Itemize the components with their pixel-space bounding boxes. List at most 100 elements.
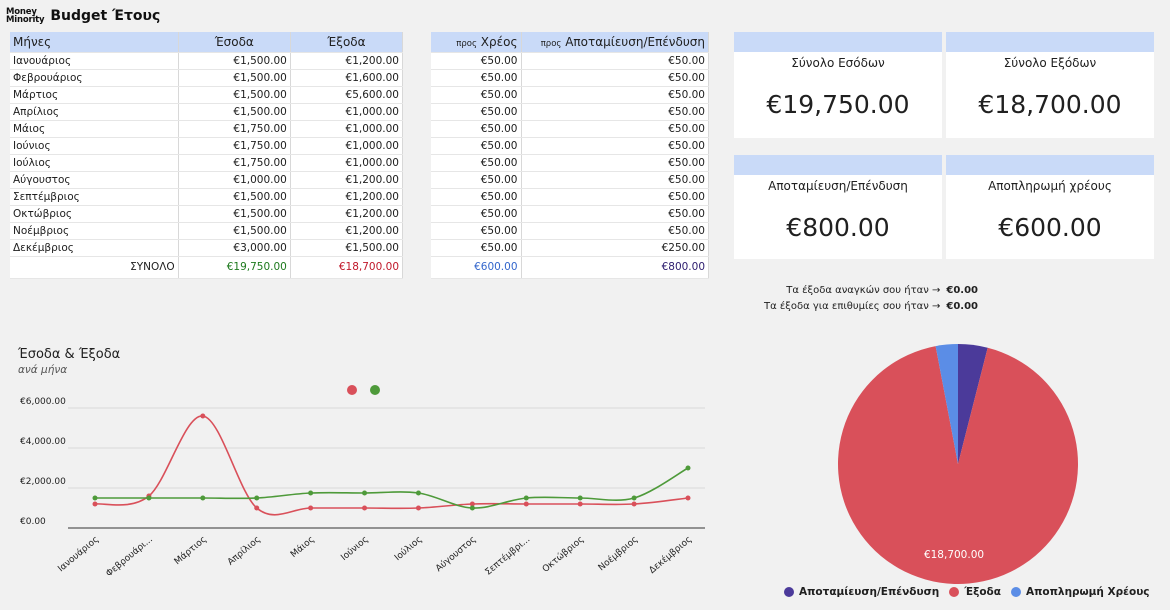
month-cell[interactable]: Μάρτιος [10, 86, 179, 104]
debt-cell[interactable]: €50.00 [431, 103, 522, 121]
legend-item-expenses[interactable]: Έξοδα [949, 586, 1001, 598]
debt-cell[interactable]: €50.00 [431, 69, 522, 87]
savings-cell[interactable]: €50.00 [521, 52, 709, 70]
budget-pie-chart[interactable]: €18,700.00 [836, 342, 1080, 586]
income-series-point [523, 495, 529, 501]
pie-slice-expenses[interactable] [838, 346, 1078, 584]
month-cell[interactable]: Ιανουάριος [10, 52, 179, 70]
line-chart-subtitle: ανά μήνα [18, 364, 68, 376]
allocation-row: €50.00 €50.00 [431, 103, 709, 121]
month-cell[interactable]: Σεπτέμβριος [10, 188, 179, 206]
total-debt-cell[interactable]: €600.00 [431, 256, 522, 279]
income-cell[interactable]: €1,750.00 [178, 137, 291, 155]
expenses-cell[interactable]: €1,200.00 [290, 52, 404, 70]
pie-slice-savings[interactable] [958, 344, 988, 464]
debt-cell[interactable]: €50.00 [431, 154, 522, 172]
income-cell[interactable]: €1,750.00 [178, 154, 291, 172]
month-cell[interactable]: Ιούνιος [10, 137, 179, 155]
x-tick-label: Οκτώβριος [540, 534, 586, 575]
expenses-cell[interactable]: €5,600.00 [290, 86, 404, 104]
col-header-debt[interactable]: προς Χρέος [431, 32, 522, 53]
debt-cell[interactable]: €50.00 [431, 86, 522, 104]
debt-cell[interactable]: €50.00 [431, 205, 522, 223]
savings-cell[interactable]: €50.00 [521, 103, 709, 121]
savings-cell[interactable]: €50.00 [521, 86, 709, 104]
month-cell[interactable]: Μάιος [10, 120, 179, 138]
expenses-cell[interactable]: €1,200.00 [290, 222, 404, 240]
savings-card: Αποταμίευση/Επένδυση €800.00 [734, 155, 942, 259]
needs-value: €0.00 [946, 285, 978, 296]
income-cell[interactable]: €1,500.00 [178, 205, 291, 223]
savings-cell[interactable]: €50.00 [521, 137, 709, 155]
allocation-row: €50.00 €50.00 [431, 222, 709, 240]
x-tick-label: Σεπτέμβρι... [483, 534, 532, 578]
x-tick-label: Φεβρουάρι... [104, 535, 154, 580]
expenses-cell[interactable]: €1,200.00 [290, 171, 404, 189]
savings-cell[interactable]: €50.00 [521, 188, 709, 206]
month-cell[interactable]: Δεκέμβριος [10, 239, 179, 257]
income-cell[interactable]: €1,000.00 [178, 171, 291, 189]
expenses-cell[interactable]: €1,600.00 [290, 69, 404, 87]
month-cell[interactable]: Απρίλιος [10, 103, 179, 121]
savings-cell[interactable]: €250.00 [521, 239, 709, 257]
income-series-point [254, 495, 260, 501]
debt-cell[interactable]: €50.00 [431, 52, 522, 70]
savings-cell[interactable]: €50.00 [521, 222, 709, 240]
savings-cell[interactable]: €50.00 [521, 120, 709, 138]
total-income-cell[interactable]: €19,750.00 [178, 256, 291, 279]
allocation-table-body: €50.00 €50.00 €50.00 €50.00 €50.00 €50.00 €50.… [431, 52, 709, 257]
debt-cell[interactable]: €50.00 [431, 239, 522, 257]
income-expenses-line-chart[interactable]: €0.00 €2,000.00 €4,000.00 €6,000.00 Ιανουάρι… [0, 375, 720, 610]
month-cell[interactable]: Οκτώβριος [10, 205, 179, 223]
col-header-expenses[interactable]: Έξοδα [290, 32, 404, 53]
savings-cell[interactable]: €50.00 [521, 171, 709, 189]
x-tick-label: Απρίλιος [226, 535, 263, 568]
col-header-months[interactable]: Μήνες [10, 32, 179, 53]
income-cell[interactable]: €1,500.00 [178, 222, 291, 240]
expenses-cell[interactable]: €1,200.00 [290, 205, 404, 223]
income-cell[interactable]: €3,000.00 [178, 239, 291, 257]
card-value: €19,750.00 [766, 90, 910, 119]
income-cell[interactable]: €1,500.00 [178, 86, 291, 104]
debt-cell[interactable]: €50.00 [431, 222, 522, 240]
debt-cell[interactable]: €50.00 [431, 120, 522, 138]
income-cell[interactable]: €1,750.00 [178, 120, 291, 138]
allocation-table-header: προς Χρέος προς Αποταμίευση/Επένδυση [431, 32, 709, 53]
wants-expenses-line: Τα έξοδα για επιθυμίες σου ήταν → €0.00 [763, 301, 978, 312]
debt-cell[interactable]: €50.00 [431, 171, 522, 189]
month-cell[interactable]: Αύγουστος [10, 171, 179, 189]
savings-cell[interactable]: €50.00 [521, 154, 709, 172]
savings-cell[interactable]: €50.00 [521, 205, 709, 223]
legend-item-debt[interactable]: Αποπληρωμή Χρέους [1010, 586, 1150, 598]
money-minority-logo: Money Minority [6, 7, 45, 25]
month-cell[interactable]: Νοέμβριος [10, 222, 179, 240]
debt-cell[interactable]: €50.00 [431, 137, 522, 155]
debt-cell[interactable]: €50.00 [431, 188, 522, 206]
expenses-series-point [415, 505, 421, 511]
expenses-cell[interactable]: €1,500.00 [290, 239, 404, 257]
income-cell[interactable]: €1,500.00 [178, 188, 291, 206]
col-header-income[interactable]: Έσοδα [178, 32, 291, 53]
month-cell[interactable]: Φεβρουάριος [10, 69, 179, 87]
expenses-cell[interactable]: €1,000.00 [290, 103, 404, 121]
income-cell[interactable]: €1,500.00 [178, 103, 291, 121]
income-cell[interactable]: €1,500.00 [178, 69, 291, 87]
total-savings-cell[interactable]: €800.00 [521, 256, 709, 279]
legend-item-savings[interactable]: Αποταμίευση/Επένδυση [784, 586, 939, 598]
month-row: Φεβρουάριος €1,500.00 €1,600.00 [10, 69, 404, 87]
savings-cell[interactable]: €50.00 [521, 69, 709, 87]
expenses-cell[interactable]: €1,000.00 [290, 154, 404, 172]
expenses-cell[interactable]: €1,200.00 [290, 188, 404, 206]
total-label[interactable]: ΣΥΝΟΛΟ [10, 256, 179, 279]
month-row: Οκτώβριος €1,500.00 €1,200.00 [10, 205, 404, 223]
card-value: €18,700.00 [978, 90, 1122, 119]
col-header-savings[interactable]: προς Αποταμίευση/Επένδυση [521, 32, 709, 53]
expenses-cell[interactable]: €1,000.00 [290, 137, 404, 155]
income-cell[interactable]: €1,500.00 [178, 52, 291, 70]
card-label: Σύνολο Εσόδων [791, 56, 885, 70]
total-expenses-cell[interactable]: €18,700.00 [290, 256, 404, 279]
expenses-cell[interactable]: €1,000.00 [290, 120, 404, 138]
month-cell[interactable]: Ιούλιος [10, 154, 179, 172]
legend-dot-expenses-icon [347, 385, 357, 395]
pie-slice-debt[interactable] [935, 344, 958, 464]
